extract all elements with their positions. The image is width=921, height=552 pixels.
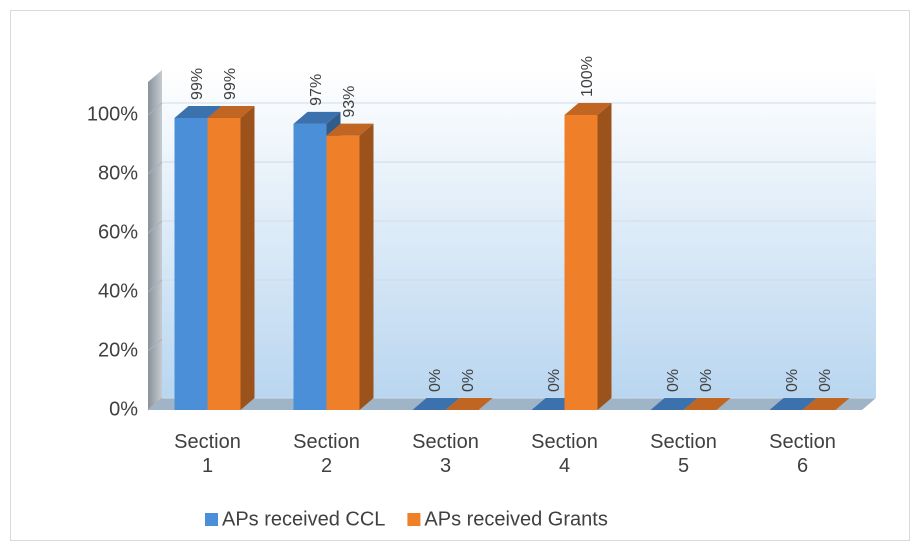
bar <box>445 398 493 410</box>
y-tick-label: 80% <box>98 162 138 184</box>
bar-side <box>359 123 374 411</box>
value-label: 0% <box>460 369 477 392</box>
bar-side <box>240 105 255 410</box>
bar-top <box>445 398 493 410</box>
value-label: 0% <box>546 369 563 392</box>
y-tick-label: 40% <box>98 280 138 302</box>
side-grid-line <box>147 338 163 352</box>
value-label: 97% <box>308 74 325 106</box>
x-tick-label: Section 6 <box>769 431 836 477</box>
y-tick-label: 60% <box>98 221 138 243</box>
y-tick-label: 0% <box>109 398 138 420</box>
floor <box>148 398 876 410</box>
back-wall <box>162 70 876 398</box>
legend-label: APs received CCL <box>222 508 385 530</box>
bar-top <box>326 123 374 136</box>
x-tick-label: Section 2 <box>293 431 360 477</box>
bar-front <box>174 117 208 410</box>
value-label: 0% <box>698 369 715 392</box>
side-grid-line <box>147 161 163 175</box>
value-label: 99% <box>189 68 206 100</box>
plot-walls <box>148 70 876 410</box>
y-tick-label: 100% <box>87 103 138 125</box>
side-grid-line <box>147 279 163 293</box>
bar <box>683 398 731 410</box>
bar-top <box>293 111 341 124</box>
bar <box>326 123 374 411</box>
value-label: 0% <box>784 369 801 392</box>
x-tick-label: Section 1 <box>174 431 241 477</box>
bar-front <box>293 123 327 410</box>
value-label: 93% <box>341 86 358 118</box>
bar-top <box>207 105 255 118</box>
x-tick-label: Section 4 <box>531 431 598 477</box>
bar <box>802 398 850 410</box>
bar-top <box>564 103 612 115</box>
bar <box>207 105 255 410</box>
bar <box>769 398 817 410</box>
value-label: 0% <box>817 369 834 392</box>
bar-top <box>769 398 817 410</box>
value-label: 0% <box>427 369 444 392</box>
bar <box>412 398 460 410</box>
x-tick-label: Section 3 <box>412 431 479 477</box>
value-label: 99% <box>222 68 239 100</box>
side-grid-line <box>147 220 163 234</box>
legend-label: APs received Grants <box>424 508 607 530</box>
y-tick-label: 20% <box>98 339 138 361</box>
bar-top <box>650 398 698 410</box>
bar-top <box>174 105 222 118</box>
bar-side <box>597 103 612 410</box>
bar-front <box>207 117 241 410</box>
bar <box>650 398 698 410</box>
x-tick-label: Section 5 <box>650 431 717 477</box>
bar-front <box>564 115 598 410</box>
bar <box>564 103 612 410</box>
value-label: 0% <box>665 369 682 392</box>
value-label: 100% <box>579 56 596 97</box>
side-grid-line <box>147 102 163 116</box>
bar-top <box>802 398 850 410</box>
bar-top <box>412 398 460 410</box>
legend-swatch <box>205 513 218 526</box>
bar-front <box>326 135 360 410</box>
side-wall <box>148 70 162 410</box>
legend-swatch <box>407 513 421 526</box>
side-grid-line <box>147 397 163 411</box>
bar-top <box>683 398 731 410</box>
